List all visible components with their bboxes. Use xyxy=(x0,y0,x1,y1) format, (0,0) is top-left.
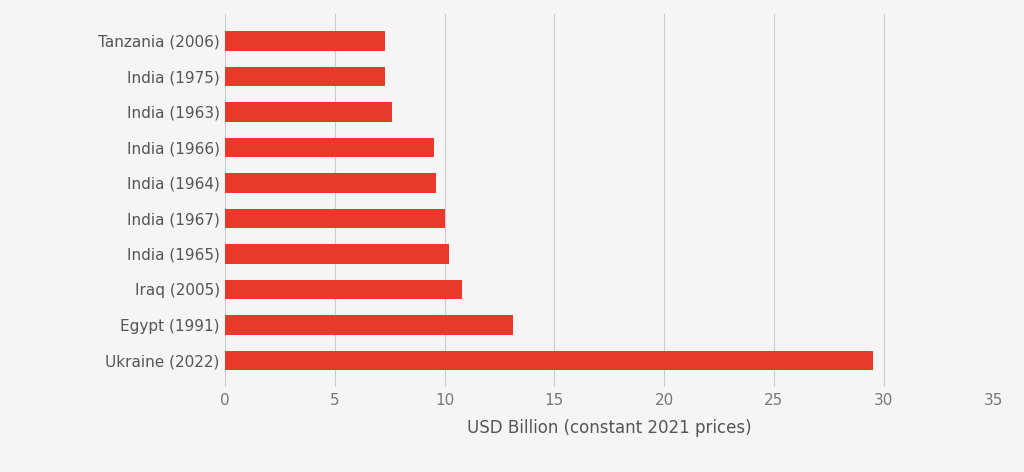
Bar xyxy=(225,102,392,122)
Bar xyxy=(225,138,434,157)
X-axis label: USD Billion (constant 2021 prices): USD Billion (constant 2021 prices) xyxy=(467,419,752,437)
Bar xyxy=(225,351,872,370)
Bar xyxy=(225,31,385,51)
Bar xyxy=(225,279,462,299)
Bar xyxy=(225,315,513,335)
Bar xyxy=(225,173,436,193)
Bar xyxy=(225,209,444,228)
Bar xyxy=(225,244,450,263)
Bar xyxy=(225,67,385,86)
